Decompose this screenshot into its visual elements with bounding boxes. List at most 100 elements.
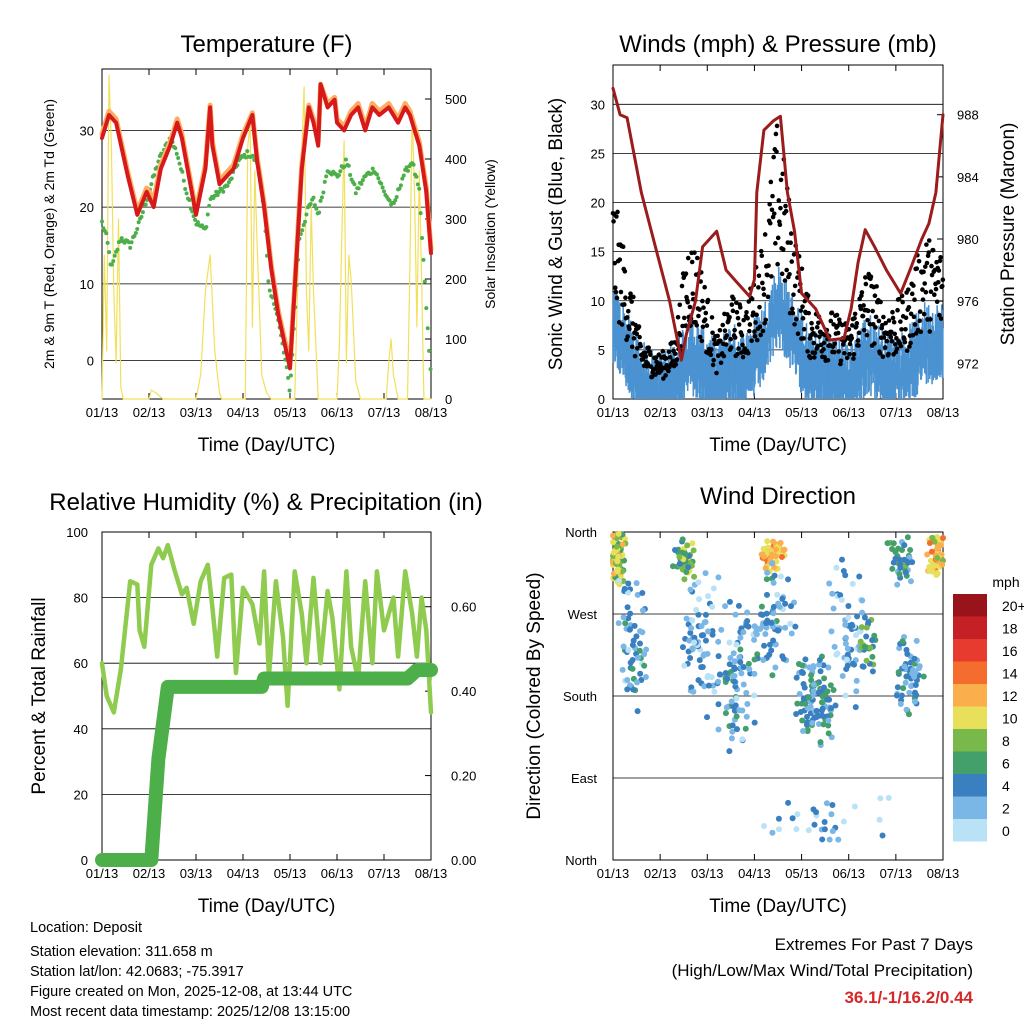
direction-point: [798, 668, 805, 675]
direction-point: [934, 533, 941, 540]
direction-point: [903, 646, 910, 653]
direction-point: [805, 694, 812, 701]
dewpoint-point: [205, 212, 210, 217]
direction-point: [738, 670, 745, 677]
gust-point: [903, 315, 909, 321]
direction-point: [709, 631, 716, 638]
direction-point: [732, 611, 739, 618]
direction-point: [830, 687, 837, 694]
direction-point: [676, 553, 683, 560]
total-precipitation-line: [95, 663, 438, 867]
direction-point: [839, 673, 846, 680]
gust-point: [792, 322, 797, 327]
gust-point: [741, 317, 746, 323]
gust-point: [778, 177, 784, 183]
dewpoint-point: [107, 250, 112, 255]
gust-point: [784, 267, 789, 273]
x-tick-label: 06/13: [321, 866, 354, 881]
gust-point: [770, 193, 775, 199]
gust-point: [771, 154, 776, 160]
x-tick-label: 06/13: [321, 405, 354, 420]
gust-point: [806, 310, 812, 316]
gust-point: [816, 320, 821, 326]
direction-point: [794, 700, 801, 707]
gust-point: [612, 260, 617, 266]
gust-point: [729, 302, 735, 307]
direction-point: [911, 698, 918, 705]
direction-point: [854, 613, 861, 620]
gust-point: [672, 351, 678, 357]
direction-point: [742, 725, 749, 732]
gust-point: [861, 303, 866, 308]
direction-point: [899, 638, 906, 645]
direction-point: [907, 578, 914, 585]
direction-point: [700, 632, 707, 639]
gust-point: [629, 344, 635, 350]
direction-point: [820, 662, 827, 669]
direction-point: [845, 602, 852, 609]
dewpoint-point: [193, 217, 198, 222]
gust-point: [800, 316, 806, 321]
gust-point: [782, 278, 788, 283]
gust-point: [754, 337, 760, 343]
direction-point: [637, 628, 644, 635]
direction-point: [633, 580, 640, 587]
direction-point: [802, 656, 809, 663]
gust-point: [674, 357, 680, 362]
direction-point: [737, 646, 744, 653]
direction-point: [625, 615, 632, 622]
right-tick-label: 500: [445, 92, 467, 107]
dewpoint-point: [112, 253, 117, 258]
gust-point: [758, 248, 764, 254]
gust-point: [867, 321, 873, 327]
direction-point: [768, 551, 775, 558]
direction-point: [631, 622, 638, 629]
gust-point: [618, 289, 624, 295]
dewpoint-point: [183, 186, 188, 191]
direction-point: [733, 641, 740, 648]
direction-point: [934, 570, 941, 577]
gust-point: [926, 238, 932, 243]
direction-point: [737, 659, 744, 666]
x-tick-label: 07/13: [368, 866, 401, 881]
direction-point: [730, 650, 737, 657]
gust-point: [801, 326, 807, 332]
gust-point: [624, 315, 630, 320]
gust-point: [746, 299, 752, 304]
right-tick-label: 984: [957, 170, 979, 185]
direction-point: [726, 598, 733, 605]
gust-point: [673, 362, 679, 367]
plot-frame-wind-direction: [612, 531, 944, 861]
direction-point: [842, 692, 849, 699]
direction-point: [782, 600, 789, 607]
x-tick-label: 03/13: [180, 866, 213, 881]
x-tick-label: 03/13: [691, 405, 724, 420]
direction-point: [705, 628, 712, 635]
direction-point: [616, 577, 623, 584]
gust-point: [895, 307, 900, 313]
gust-point: [812, 350, 818, 356]
dewpoint-point: [286, 375, 291, 380]
gust-point: [717, 327, 723, 333]
dewpoint-point: [415, 182, 420, 187]
gust-point: [940, 277, 946, 282]
gust-point: [771, 211, 777, 216]
gust-point: [801, 336, 806, 341]
gust-point: [847, 341, 853, 347]
direction-point: [825, 664, 832, 671]
direction-point: [705, 672, 712, 679]
gust-point: [937, 312, 942, 318]
gust-point: [697, 334, 703, 340]
direction-point: [769, 829, 776, 836]
direction-point: [926, 564, 933, 571]
left-tick-label: 20: [591, 196, 605, 211]
gust-point: [889, 338, 895, 344]
direction-point: [751, 692, 758, 699]
speed-legend-label: 0: [1002, 823, 1010, 839]
direction-point: [792, 623, 799, 630]
gust-point: [715, 333, 720, 339]
dewpoint-point: [221, 189, 226, 194]
gust-point: [906, 287, 911, 292]
direction-point: [819, 836, 826, 843]
dewpoint-point: [174, 151, 179, 156]
